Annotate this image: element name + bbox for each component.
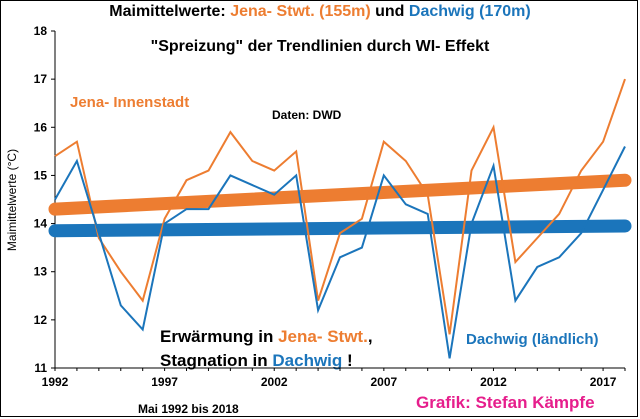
data-source: Daten: DWD <box>272 108 342 122</box>
annotation-warming-jena: Jena- Stwt. <box>278 327 368 346</box>
trend-line-dachwig <box>48 219 632 238</box>
title-jena: Jena- Stwt. (155m) <box>230 3 371 20</box>
chart-title: Maimittelwerte: Jena- Stwt. (155m) und D… <box>0 3 640 21</box>
x-tick-label: 1997 <box>151 375 178 389</box>
x-tick-label: 2002 <box>261 375 288 389</box>
x-tick-label: 2007 <box>370 375 397 389</box>
y-tick-label: 13 <box>34 265 48 279</box>
y-tick-label: 18 <box>34 24 48 38</box>
trend-line-jena <box>48 173 632 216</box>
x-tick-label: 1992 <box>42 375 69 389</box>
annotation-stagnation-a: Stagnation in <box>160 351 273 370</box>
annotation-stagnation-c: ! <box>342 351 353 370</box>
title-dachwig: Dachwig (170m) <box>408 3 531 20</box>
title-prefix: Maimittelwerte: <box>109 3 231 20</box>
y-tick-label: 14 <box>34 217 48 231</box>
annotation-warming: Erwärmung in Jena- Stwt., <box>160 327 373 347</box>
x-tick-label: 2017 <box>590 375 617 389</box>
annotation-stagnation-dachwig: Dachwig <box>272 351 343 370</box>
annotation-warming-a: Erwärmung in <box>160 327 279 346</box>
credit-label: Grafik: Stefan Kämpfe <box>416 393 595 412</box>
x-tick-label: 2012 <box>480 375 507 389</box>
y-tick-label: 16 <box>34 120 48 134</box>
series-label-jena: Jena- Innenstadt <box>70 94 190 111</box>
y-tick-label: 17 <box>34 72 48 86</box>
series-line-jena <box>54 78 626 335</box>
period-label: Mai 1992 bis 2018 <box>138 402 239 416</box>
annotation-warming-c: , <box>367 327 373 346</box>
y-tick-label: 11 <box>34 361 47 375</box>
chart-subtitle: "Spreizung" der Trendlinien durch WI- Ef… <box>150 38 490 55</box>
y-tick-label: 15 <box>34 168 48 182</box>
series-label-dachwig: Dachwig (ländlich) <box>466 331 599 348</box>
series-line-dachwig <box>54 146 626 359</box>
title-and: und <box>370 3 409 20</box>
y-tick-label: 12 <box>34 313 48 327</box>
annotation-stagnation: Stagnation in Dachwig ! <box>160 351 353 371</box>
